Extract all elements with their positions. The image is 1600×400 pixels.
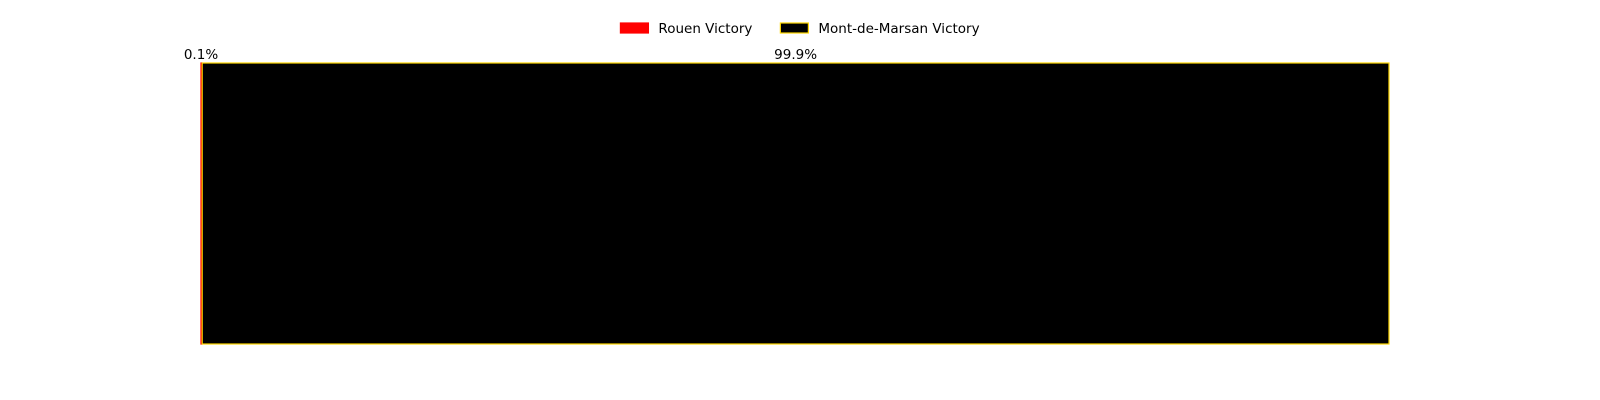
bar-label-mont-de-marsan-victory: 99.9% bbox=[774, 47, 817, 63]
legend-label-rouen-victory: Rouen Victory bbox=[658, 21, 752, 37]
legend: Rouen Victory Mont-de-Marsan Victory bbox=[619, 21, 980, 37]
bar-label-rouen-victory: 0.1% bbox=[184, 47, 218, 63]
bar-mont-de-marsan-victory bbox=[201, 62, 1390, 345]
legend-swatch-mont-de-marsan-victory bbox=[779, 22, 809, 34]
bars bbox=[200, 62, 1390, 345]
legend-label-mont-de-marsan-victory: Mont-de-Marsan Victory bbox=[818, 21, 979, 37]
legend-swatch-rouen-victory bbox=[619, 22, 650, 34]
bar-labels: 0.1% 99.9% bbox=[184, 47, 817, 63]
